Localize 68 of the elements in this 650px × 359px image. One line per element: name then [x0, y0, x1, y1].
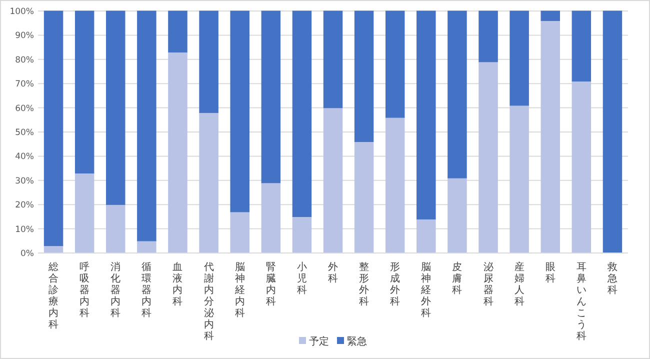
x-tick-label: 脳神経内科	[234, 262, 245, 319]
bar	[44, 10, 64, 246]
x-tick-label: 消化器内科	[110, 261, 121, 319]
bar	[540, 20, 560, 254]
bar	[199, 10, 218, 113]
x-tick-label: 整形外科	[359, 261, 370, 308]
bar	[602, 10, 622, 254]
bar	[137, 240, 156, 254]
legend-label: 予定	[309, 336, 329, 348]
bar	[74, 172, 94, 254]
bar	[478, 10, 498, 62]
y-tick-label: 0%	[20, 249, 34, 259]
y-tick-label: 80%	[15, 55, 34, 66]
bar	[572, 80, 592, 254]
x-tick-label: 皮膚科	[452, 261, 462, 296]
y-tick-label: 70%	[15, 80, 34, 90]
bar	[292, 10, 312, 217]
x-tick-label: 外科	[328, 262, 338, 284]
bar	[230, 10, 250, 212]
bar	[354, 141, 374, 254]
bar	[416, 218, 436, 254]
bar	[261, 182, 281, 254]
bar	[572, 10, 592, 82]
bar	[540, 10, 560, 21]
bar	[448, 178, 467, 254]
bar	[106, 204, 126, 254]
x-tick-label: 脳神経外科	[420, 262, 432, 319]
bar	[385, 10, 405, 118]
bar	[168, 52, 188, 254]
x-tick-label: 耳鼻いんこう科	[576, 262, 586, 342]
y-tick-label: 90%	[15, 31, 34, 42]
bar	[137, 10, 156, 242]
y-tick-label: 30%	[15, 176, 34, 186]
bar	[448, 10, 467, 178]
legend-label: 緊急	[347, 336, 367, 348]
bar	[323, 10, 343, 108]
x-tick-label: 救急科	[606, 261, 618, 296]
bar	[106, 10, 126, 205]
bar	[416, 10, 436, 220]
bar	[323, 108, 343, 254]
bar	[168, 10, 188, 52]
bar	[230, 212, 250, 254]
bar	[261, 10, 281, 184]
y-tick-label: 100%	[10, 7, 34, 17]
x-tick-label: 眼科	[545, 262, 556, 284]
bar	[292, 216, 312, 254]
bar	[354, 10, 374, 142]
y-tick-label: 40%	[15, 152, 34, 162]
bar	[385, 117, 405, 254]
y-tick-label: 60%	[15, 104, 34, 114]
x-tick-label: 産婦人科	[514, 261, 524, 308]
y-tick-label: 50%	[15, 128, 34, 138]
x-tick-label: 腎臓内科	[266, 261, 276, 308]
x-tick-label: 総合診療内科	[48, 261, 59, 330]
x-tick-label: 形成外科	[390, 262, 400, 308]
x-tick-label: 泌尿器科	[483, 261, 494, 308]
x-tick-label: 小児科	[296, 261, 307, 296]
bar	[510, 105, 529, 254]
bar	[478, 62, 498, 254]
x-tick-label: 呼吸器内科	[80, 261, 90, 319]
y-tick-label: 10%	[15, 224, 34, 235]
bar	[199, 112, 218, 254]
x-tick-label: 循環器内科	[142, 262, 152, 319]
x-tick-label: 代謝内分泌内科	[202, 262, 214, 342]
bar	[510, 10, 529, 106]
x-tick-label: 血液内科	[172, 261, 183, 308]
y-tick-label: 20%	[15, 200, 34, 211]
bar	[74, 10, 94, 174]
